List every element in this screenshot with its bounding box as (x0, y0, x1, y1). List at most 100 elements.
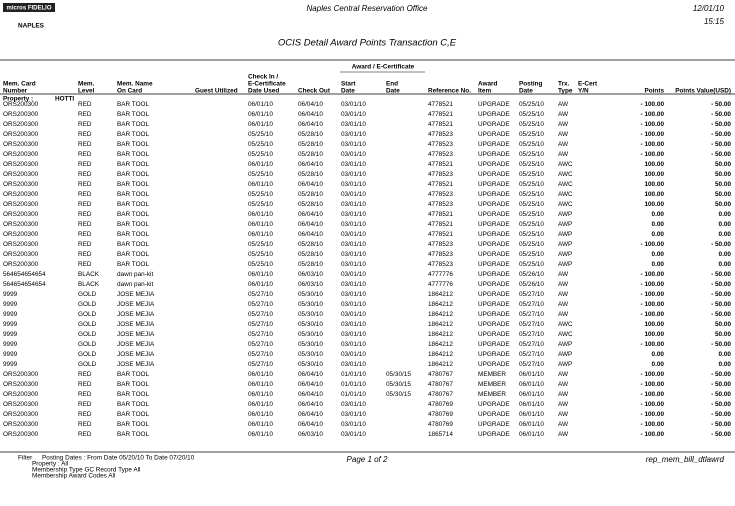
cell: AW (558, 381, 569, 388)
cell: BAR TOOL (117, 411, 150, 418)
cell: 03/01/10 (341, 291, 366, 298)
cell: BAR TOOL (117, 111, 150, 118)
cell: 4778521 (428, 161, 453, 168)
cell: 05/25/10 (519, 111, 544, 118)
cell: 03/01/10 (341, 311, 366, 318)
cell: - 50.00 (711, 391, 731, 398)
cell: RED (78, 391, 92, 398)
cell: 05/30/10 (298, 301, 323, 308)
cell: 05/28/10 (298, 241, 323, 248)
cell: 4778521 (428, 101, 453, 108)
column-header: End (386, 81, 398, 88)
cell: UPGRADE (478, 131, 510, 138)
column-header: Trx. (558, 81, 570, 88)
cell: RED (78, 251, 92, 258)
cell: 4778523 (428, 261, 453, 268)
cell: 4778523 (428, 141, 453, 148)
filter: Membership Type GC Record Type All (32, 467, 140, 474)
cell: AWP (558, 241, 572, 248)
cell: - 100.00 (641, 101, 665, 108)
cell: 06/01/10 (248, 401, 273, 408)
cell: 05/25/10 (519, 101, 544, 108)
cell: 06/01/10 (248, 431, 273, 438)
cell: - 100.00 (641, 271, 665, 278)
cell: 4780767 (428, 391, 453, 398)
cell: 06/01/10 (248, 231, 273, 238)
cell: 0.00 (719, 231, 732, 238)
cell: JOSE MEJIA (117, 291, 155, 298)
cell: ORS200300 (3, 401, 39, 408)
cell: 4780767 (428, 371, 453, 378)
cell: 05/28/10 (298, 201, 323, 208)
cell: 0.00 (719, 261, 732, 268)
cell: GOLD (78, 301, 96, 308)
cell: 03/01/10 (341, 301, 366, 308)
cell: - 100.00 (641, 401, 665, 408)
cell: UPGRADE (478, 271, 510, 278)
cell: 06/04/10 (298, 181, 323, 188)
cell: ORS200300 (3, 221, 39, 228)
cell: UPGRADE (478, 191, 510, 198)
cell: UPGRADE (478, 411, 510, 418)
cell: 05/25/10 (519, 181, 544, 188)
cell: BAR TOOL (117, 141, 150, 148)
cell: GOLD (78, 331, 96, 338)
cell: GOLD (78, 311, 96, 318)
cell: AWP (558, 361, 572, 368)
cell: 0.00 (652, 351, 665, 358)
logo: micros FIDELIO (6, 6, 51, 12)
cell: 4778523 (428, 201, 453, 208)
cell: 1864212 (428, 351, 453, 358)
cell: 05/27/10 (248, 351, 273, 358)
cell: 06/04/10 (298, 221, 323, 228)
column-header: Date (519, 88, 533, 95)
cell: 06/04/10 (298, 101, 323, 108)
cell: RED (78, 201, 92, 208)
cell: 06/01/10 (248, 391, 273, 398)
cell: AWP (558, 221, 572, 228)
cell: 03/01/10 (341, 411, 366, 418)
cell: BAR TOOL (117, 401, 150, 408)
cell: - 50.00 (711, 421, 731, 428)
cell: 100.00 (644, 191, 664, 198)
cell: 06/01/10 (248, 411, 273, 418)
column-header: Check Out (298, 88, 331, 95)
cell: 4778521 (428, 111, 453, 118)
cell: 05/30/10 (298, 341, 323, 348)
cell: ORS200300 (3, 111, 39, 118)
cell: 0.00 (652, 251, 665, 258)
cell: 4778521 (428, 231, 453, 238)
report-name: rep_mem_bill_dtlawrd (646, 455, 725, 464)
cell: 05/30/10 (298, 361, 323, 368)
cell: dawn pan-kit (117, 281, 153, 288)
cell: RED (78, 431, 92, 438)
cell: UPGRADE (478, 421, 510, 428)
cell: RED (78, 141, 92, 148)
cell: 06/01/10 (519, 391, 544, 398)
cell: 05/25/10 (519, 141, 544, 148)
cell: - 50.00 (711, 101, 731, 108)
cell: - 50.00 (711, 131, 731, 138)
cell: 05/27/10 (519, 361, 544, 368)
cell: AWP (558, 251, 572, 258)
cell: - 50.00 (711, 141, 731, 148)
print-date: 12/01/10 (693, 4, 725, 13)
cell: AW (558, 281, 569, 288)
cell: RED (78, 171, 92, 178)
cell: 100.00 (644, 161, 664, 168)
cell: 05/30/15 (386, 381, 411, 388)
cell: JOSE MEJIA (117, 311, 155, 318)
cell: 1864212 (428, 291, 453, 298)
cell: - 50.00 (711, 401, 731, 408)
cell: ORS200300 (3, 261, 39, 268)
cell: 06/01/10 (248, 111, 273, 118)
cell: 05/25/10 (519, 161, 544, 168)
cell: 05/27/10 (248, 331, 273, 338)
cell: BAR TOOL (117, 251, 150, 258)
cell: BAR TOOL (117, 211, 150, 218)
cell: 03/01/10 (341, 351, 366, 358)
cell: 03/01/10 (341, 131, 366, 138)
cell: 05/28/10 (298, 171, 323, 178)
cell: GOLD (78, 341, 96, 348)
cell: RED (78, 161, 92, 168)
